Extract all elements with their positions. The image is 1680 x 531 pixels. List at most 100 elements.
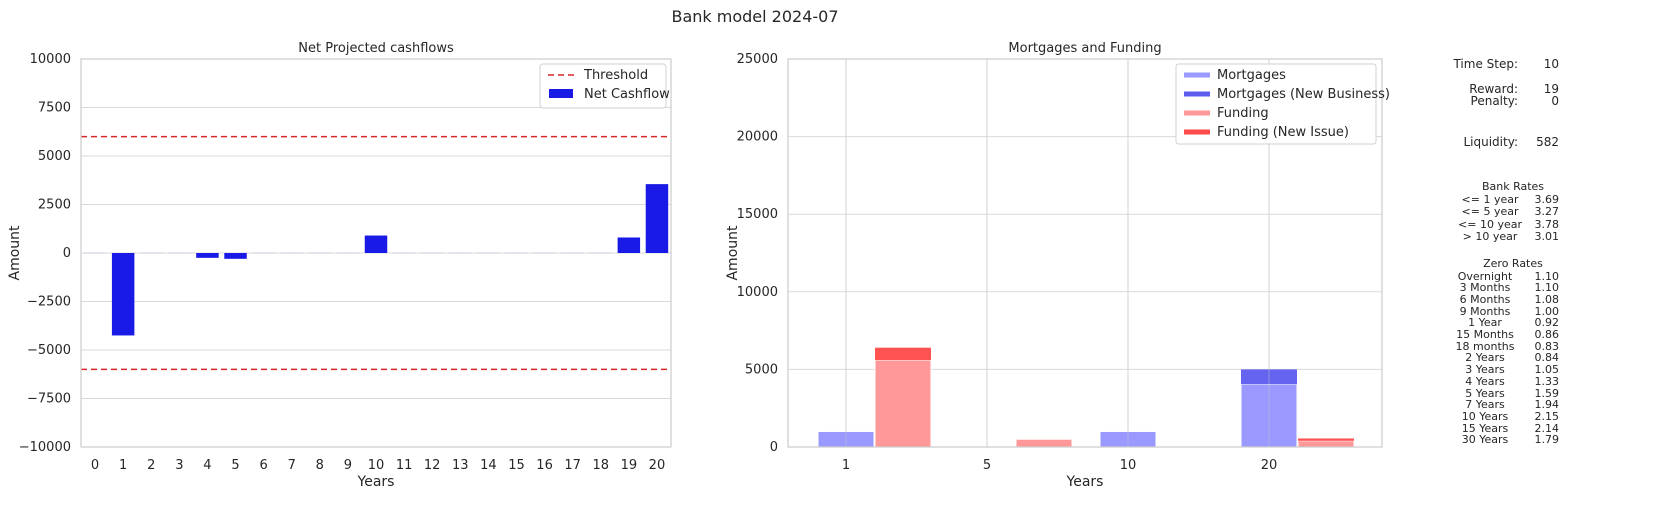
x-tick-label: 16 (536, 458, 553, 473)
x-tick-label: 13 (452, 458, 469, 473)
y-tick-label: 5000 (38, 149, 71, 164)
cashflow-bar (111, 253, 135, 336)
zero-rate-label: 5 Years (1465, 386, 1505, 400)
x-tick-label: 5 (983, 458, 991, 473)
zero-rate-value: 1.59 (1534, 386, 1560, 400)
zero-rate-label: 3 Months (1459, 281, 1511, 295)
chart-title: Mortgages and Funding (1008, 41, 1161, 56)
x-tick-label: 1 (842, 458, 850, 473)
bank-rate-value: 3.27 (1534, 205, 1560, 219)
zero-rate-value: 1.05 (1534, 363, 1560, 377)
zero-rate-label: 4 Years (1465, 374, 1505, 388)
legend-label: Mortgages (1217, 68, 1286, 83)
figure-title: Bank model 2024-07 (671, 7, 838, 26)
y-tick-label: −10000 (19, 440, 71, 455)
x-tick-label: 12 (424, 458, 441, 473)
bank-rate-value: 3.01 (1534, 229, 1560, 243)
legend: Mortgages Mortgages (New Business) Funding… (1175, 63, 1390, 145)
time-step-value: 10 (1543, 57, 1559, 71)
zero-rate-label: 7 Years (1465, 398, 1505, 412)
legend-label: Funding (New Issue) (1217, 125, 1349, 140)
y-tick-label: 20000 (737, 130, 778, 145)
x-tick-label: 15 (508, 458, 525, 473)
y-tick-label: 25000 (737, 52, 778, 67)
legend-label: Mortgages (New Business) (1217, 87, 1390, 102)
legend-label: Funding (1217, 106, 1269, 121)
bank-rate-label: > 10 year (1462, 229, 1518, 243)
zero-rate-value: 0.86 (1534, 328, 1560, 341)
x-axis-label: Years (1066, 474, 1104, 490)
zero-rate-label: 15 Years (1461, 421, 1509, 435)
funding-bar (1015, 438, 1073, 448)
y-tick-label: 15000 (737, 207, 778, 222)
x-tick-label: 4 (203, 458, 211, 473)
reward-value: 19 (1543, 82, 1559, 96)
legend-threshold-label: Threshold (583, 68, 648, 83)
zero-rate-value: 1.10 (1534, 269, 1560, 283)
x-tick-label: 7 (288, 458, 296, 473)
legend: Threshold Net Cashflow (539, 63, 670, 109)
cashflow-bar (617, 237, 641, 253)
plot-frame (787, 58, 1383, 448)
zero-rate-value: 1.79 (1534, 433, 1560, 447)
zero-rate-label: 18 months (1455, 339, 1515, 353)
zero-rate-label: 10 Years (1461, 409, 1509, 423)
funding-bar (874, 359, 932, 448)
y-tick-label: 2500 (38, 198, 71, 213)
cashflow-bar (224, 253, 247, 259)
liquidity-value: 582 (1536, 135, 1559, 149)
y-tick-label: 0 (63, 246, 71, 261)
funding-bar (1297, 440, 1355, 448)
reward-label: Reward: (1469, 82, 1518, 96)
y-axis-label: Amount (7, 225, 23, 281)
x-tick-label: 10 (368, 458, 385, 473)
plot-frame (80, 58, 672, 448)
y-tick-label: 10000 (737, 285, 778, 300)
x-tick-label: 11 (396, 458, 413, 473)
x-tick-label: 8 (316, 458, 324, 473)
penalty-value: 0 (1551, 94, 1559, 108)
cashflow-bar (645, 184, 669, 253)
bank-rate-label: <= 5 year (1461, 205, 1519, 219)
x-tick-label: 5 (231, 458, 239, 473)
zero-rate-label: 2 Years (1465, 351, 1505, 365)
bank-rate-label: <= 1 year (1461, 193, 1519, 206)
x-tick-label: 1 (119, 458, 127, 473)
x-axis-label: Years (357, 474, 395, 490)
zero-rate-value: 1.00 (1534, 304, 1560, 318)
bank-rate-value: 3.78 (1534, 217, 1560, 231)
x-tick-label: 3 (175, 458, 183, 473)
zero-rate-label: 30 Years (1461, 433, 1509, 447)
funding-new-bar (1298, 438, 1354, 441)
y-tick-label: 10000 (30, 52, 71, 67)
y-tick-label: −7500 (27, 392, 71, 407)
y-tick-label: 5000 (745, 362, 778, 377)
liquidity-label: Liquidity: (1463, 135, 1518, 149)
y-tick-label: −5000 (27, 343, 71, 358)
zero-rate-value: 2.14 (1534, 421, 1560, 435)
cashflow-bar (196, 253, 219, 258)
zero-rate-value: 0.92 (1534, 316, 1560, 330)
bank-rate-value: 3.69 (1534, 193, 1560, 206)
funding-new-bar (875, 347, 931, 361)
y-tick-label: −2500 (27, 295, 71, 310)
net-cashflow-chart: −10000 −7500 −5000 −2500 0 2500 5000 7500 10000 0… (7, 41, 672, 490)
zero-rate-label: 15 Months (1456, 328, 1514, 341)
legend-cashflow-swatch (549, 89, 573, 98)
x-tick-label: 17 (564, 458, 581, 473)
x-tick-label: 2 (147, 458, 155, 473)
mortgages-funding-chart: 0 5000 10000 15000 20000 25000 1 5 10 20 Mortgages… (725, 41, 1390, 490)
x-tick-label: 20 (1261, 458, 1278, 473)
zero-rate-value: 1.08 (1534, 292, 1560, 306)
zero-rate-value: 1.33 (1534, 374, 1560, 388)
zero-rate-label: 1 Year (1468, 316, 1502, 330)
zero-rate-value: 2.15 (1534, 409, 1560, 423)
x-tick-label: 10 (1120, 458, 1137, 473)
x-tick-label: 9 (344, 458, 352, 473)
bank-rates-title: Bank Rates (1481, 180, 1545, 193)
zero-rate-value: 0.84 (1534, 351, 1560, 365)
penalty-label: Penalty: (1470, 94, 1518, 108)
chart-title: Net Projected cashflows (298, 41, 454, 56)
x-tick-label: 19 (621, 458, 638, 473)
